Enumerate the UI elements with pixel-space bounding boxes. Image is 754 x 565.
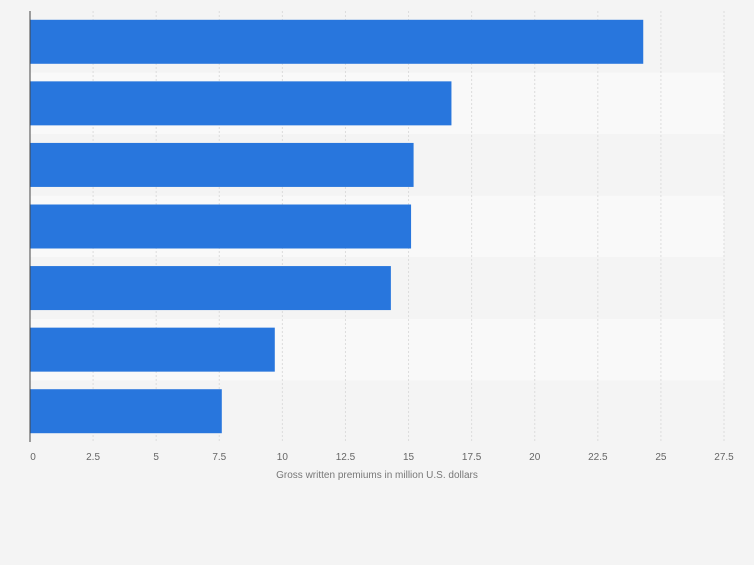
x-tick-label: 20 (529, 452, 541, 463)
x-tick-label: 15 (403, 452, 415, 463)
bar (30, 19, 644, 64)
x-axis-label: Gross written premiums in million U.S. d… (276, 470, 478, 481)
x-tick-label: 12.5 (336, 452, 356, 463)
bar (30, 389, 222, 434)
x-tick-label: 2.5 (86, 452, 100, 463)
x-tick-label: 17.5 (462, 452, 482, 463)
bar (30, 81, 452, 126)
bar (30, 327, 275, 372)
bar (30, 204, 412, 249)
x-tick-label: 0 (30, 452, 36, 463)
bar (30, 142, 414, 187)
x-tick-label: 10 (277, 452, 289, 463)
x-tick-label: 7.5 (212, 452, 226, 463)
x-tick-label: 5 (153, 452, 159, 463)
x-tick-label: 27.5 (714, 452, 734, 463)
x-tick-labels: 0 2.5 5 7.5 10 12.5 15 17.5 20 22.5 25 27.5 (30, 452, 734, 463)
bar (30, 266, 391, 311)
x-tick-label: 25 (655, 452, 667, 463)
bars (30, 19, 644, 434)
x-tick-label: 22.5 (588, 452, 608, 463)
